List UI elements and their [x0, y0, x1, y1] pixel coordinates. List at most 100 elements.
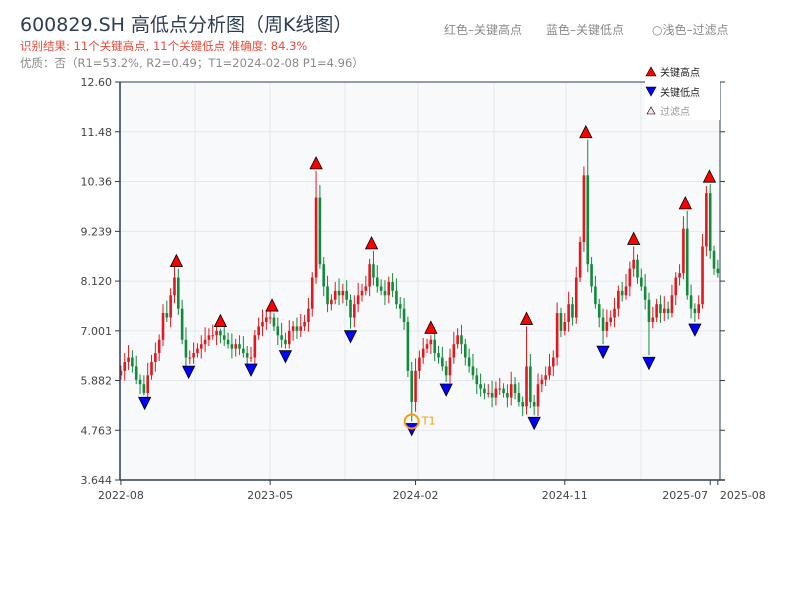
candle-body [486, 393, 490, 395]
key-high-marker [265, 298, 279, 312]
candle-body [444, 366, 448, 376]
key-low-marker [244, 363, 258, 377]
candle-body [188, 357, 192, 359]
candle-body [682, 228, 685, 274]
hint-red: 红色–关键高点 [444, 23, 523, 37]
candle-body [142, 384, 146, 394]
candle-body [655, 304, 658, 318]
candle-body [544, 375, 547, 380]
legend-filtered-label: 过滤点 [660, 105, 690, 118]
x-tick-label: 2024-11 [542, 489, 588, 502]
candle-body [375, 277, 379, 287]
y-tick-label: 12.60 [81, 76, 113, 89]
t1-label: T1 [421, 415, 436, 428]
candle-body [517, 393, 521, 402]
candle-body [242, 348, 245, 354]
key-high-marker [364, 235, 379, 250]
hint-light: ○浅色–过滤点 [652, 23, 729, 37]
legend-high-icon [645, 66, 657, 77]
candle-body [161, 313, 165, 340]
x-tick-label: 2025-07 [662, 489, 708, 502]
key-high-marker [309, 155, 323, 170]
candle-body [636, 259, 639, 278]
candle-body [647, 299, 651, 322]
key-low-marker [688, 323, 702, 337]
key-low-marker [596, 345, 610, 360]
candle-body [460, 335, 463, 345]
candle-body [609, 317, 613, 322]
page-title: 600829.SH 高低点分析图（周K线图） [20, 14, 353, 36]
candle-body [536, 384, 540, 407]
candle-body [146, 375, 149, 394]
candle-body [322, 264, 326, 287]
candle-body [398, 304, 402, 309]
candle-body [429, 339, 433, 345]
candle-body [368, 264, 371, 287]
y-tick-label: 8.120 [81, 275, 113, 288]
key-low-marker [181, 365, 196, 380]
candle-body [601, 317, 605, 331]
candle-body [640, 277, 643, 287]
candle-body [540, 379, 544, 385]
candle-body [150, 361, 153, 376]
legend-low-label: 关键低点 [660, 86, 700, 99]
x-tick-label: 2025-08 [720, 489, 766, 502]
candle-body [203, 339, 207, 345]
candle-body [624, 286, 628, 296]
candle-body [356, 295, 360, 305]
candle-body [307, 308, 310, 322]
key-high-marker [169, 253, 184, 268]
key-high-marker [424, 320, 438, 334]
candle-body [127, 357, 130, 362]
key-low-marker [343, 330, 358, 344]
candle-body [613, 308, 616, 318]
candle-body [211, 335, 215, 337]
result-summary: 识别结果: 11个关键高点, 11个关键低点 准确度: 84.3% [20, 39, 308, 53]
candle-body [157, 339, 161, 354]
candle-body [555, 313, 559, 358]
candle-body [337, 290, 341, 296]
candle-body [177, 277, 180, 309]
candle-body [165, 313, 169, 318]
candle-body [597, 304, 601, 318]
candle-body [364, 286, 368, 291]
candle-body [670, 295, 674, 314]
candle-body [678, 273, 681, 278]
candle-body [169, 295, 172, 318]
y-tick-label: 11.48 [81, 126, 113, 139]
candle-body [513, 384, 517, 394]
candle-body [689, 295, 693, 309]
candle-body [666, 308, 670, 314]
x-tick-label: 2023-05 [247, 489, 293, 502]
candle-body [708, 193, 712, 251]
y-tick-label: 10.36 [81, 176, 113, 189]
key-low-marker [527, 416, 541, 431]
candle-body [475, 375, 479, 385]
key-low-marker [137, 396, 152, 411]
candle-body [464, 344, 467, 358]
candle-body [651, 317, 655, 322]
candle-body [605, 321, 609, 331]
x-tick-label: 2024-02 [393, 489, 439, 502]
candle-body [372, 264, 375, 278]
candle-body [199, 344, 203, 349]
y-tick-label: 4.763 [81, 424, 113, 437]
candle-body [659, 304, 662, 314]
key-low-marker [278, 350, 293, 364]
candle-body [326, 286, 329, 305]
candle-body [280, 335, 283, 340]
candle-body [483, 388, 486, 394]
key-high-marker [678, 195, 692, 210]
candle-body [276, 326, 280, 336]
candle-body [632, 259, 635, 269]
y-tick-label: 7.001 [81, 325, 113, 338]
candle-body [299, 326, 303, 331]
candle-body [134, 366, 138, 380]
candle-body [467, 357, 471, 367]
quality-summary: 优质：否（R1=53.2%, R2=0.49；T1=2024-02-08 P1=… [20, 56, 364, 70]
candle-body [261, 321, 264, 327]
candle-body [594, 286, 597, 305]
candle-body [180, 308, 184, 340]
key-high-marker [519, 311, 534, 325]
